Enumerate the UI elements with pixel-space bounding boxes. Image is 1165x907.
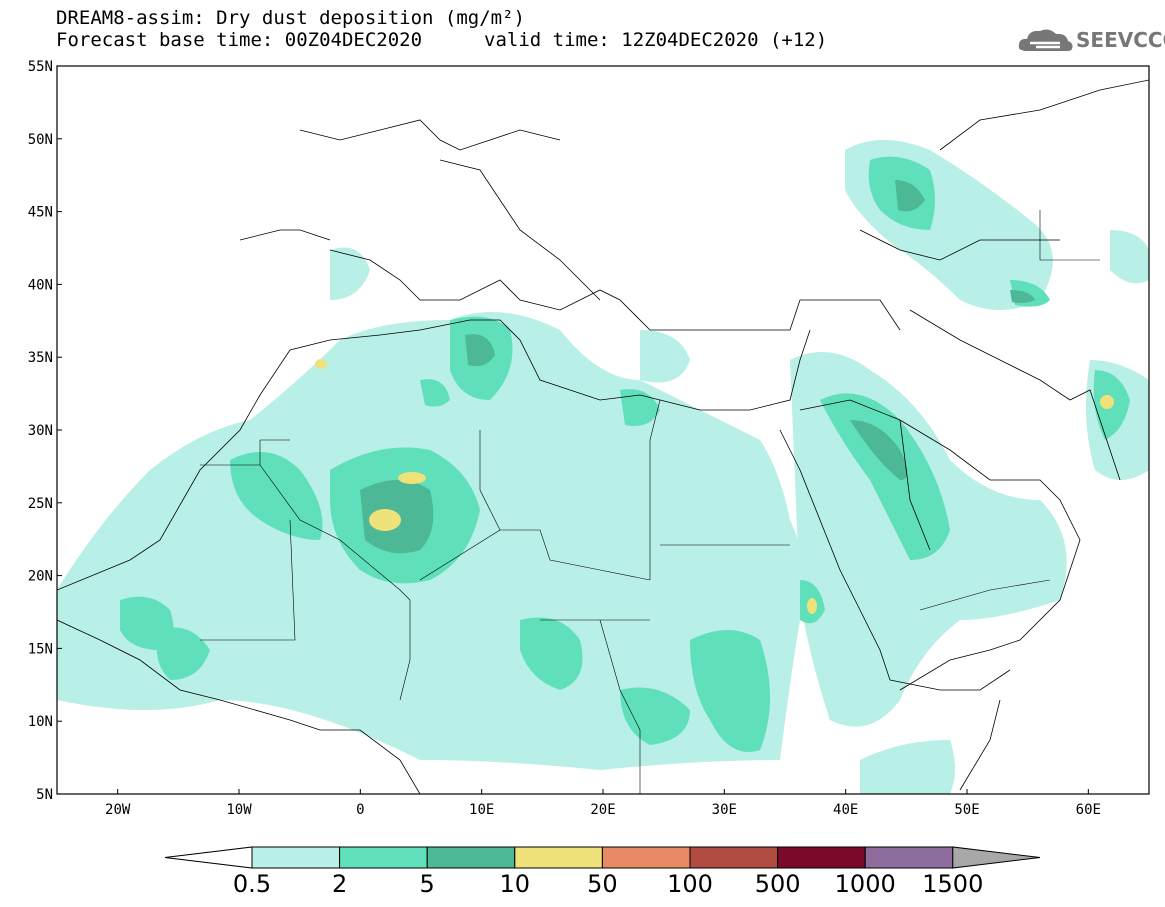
colorbar-label: 5 <box>419 870 435 898</box>
logo-text: SEEVCCC <box>1076 28 1165 52</box>
colorbar-swatch <box>777 846 866 869</box>
colorbar-swatch <box>339 846 428 869</box>
colorbar-swatch <box>426 846 516 869</box>
lat-tick-label: 30N <box>28 423 53 439</box>
lon-tick-label: 10W <box>226 802 252 818</box>
deposition-level-0-5 <box>57 140 1149 794</box>
lon-tick-label: 10E <box>469 802 494 818</box>
colorbar-label: 1500 <box>922 870 984 898</box>
country-borders <box>200 210 1100 794</box>
lat-tick-label: 10N <box>28 714 53 730</box>
colorbar-swatch <box>864 846 954 869</box>
colorbar-label: 0.5 <box>232 870 272 898</box>
lat-tick-label: 50N <box>28 132 53 148</box>
longitude-axis: 20W 10W 0 10E 20E 30E 40E 50E 60E <box>105 789 1101 818</box>
lon-tick-label: 60E <box>1076 802 1101 818</box>
lat-tick-label: 40N <box>28 277 53 293</box>
lon-tick-label: 50E <box>954 802 979 818</box>
deposition-level-10 <box>315 359 1114 614</box>
lon-tick-label: 20E <box>590 802 615 818</box>
lat-tick-label: 5N <box>36 787 53 803</box>
colorbar-swatch <box>689 846 779 869</box>
forecast-base-time: Forecast base time: 00Z04DEC2020 <box>56 29 423 51</box>
colorbar-label: 500 <box>754 870 801 898</box>
valid-time: valid time: 12Z04DEC2020 (+12) <box>484 29 828 51</box>
lat-tick-label: 25N <box>28 496 53 512</box>
colorbar-swatch <box>514 846 603 869</box>
colorbar-swatch <box>601 846 691 869</box>
dust-field <box>57 79 1149 794</box>
lon-tick-label: 40E <box>833 802 858 818</box>
latitude-axis: 55N 50N 45N 40N 35N 30N 25N 20N 15N 10N 5N <box>28 59 62 803</box>
lat-tick-label: 20N <box>28 569 53 585</box>
deposition-level-2 <box>120 156 1130 752</box>
colorbar <box>164 846 1041 869</box>
lat-tick-label: 45N <box>28 205 53 221</box>
lat-tick-label: 35N <box>28 350 53 366</box>
coastlines <box>57 79 1149 794</box>
colorbar-max-arrow <box>952 846 1041 869</box>
colorbar-label: 50 <box>587 870 618 898</box>
lat-tick-label: 15N <box>28 641 53 657</box>
lon-tick-label: 30E <box>712 802 737 818</box>
lon-tick-label: 20W <box>105 802 131 818</box>
colorbar-label: 1000 <box>834 870 896 898</box>
colorbar-min-arrow <box>164 846 253 869</box>
colorbar-label: 100 <box>667 870 713 898</box>
colorbar-label: 2 <box>331 870 348 898</box>
map-title: DREAM8-assim: Dry dust deposition (mg/m²… <box>56 7 525 29</box>
lat-tick-label: 55N <box>28 59 53 75</box>
cloud-logo-icon <box>1018 29 1073 51</box>
colorbar-label: 10 <box>499 870 531 898</box>
colorbar-swatch <box>251 846 341 869</box>
lon-tick-label: 0 <box>356 802 364 818</box>
